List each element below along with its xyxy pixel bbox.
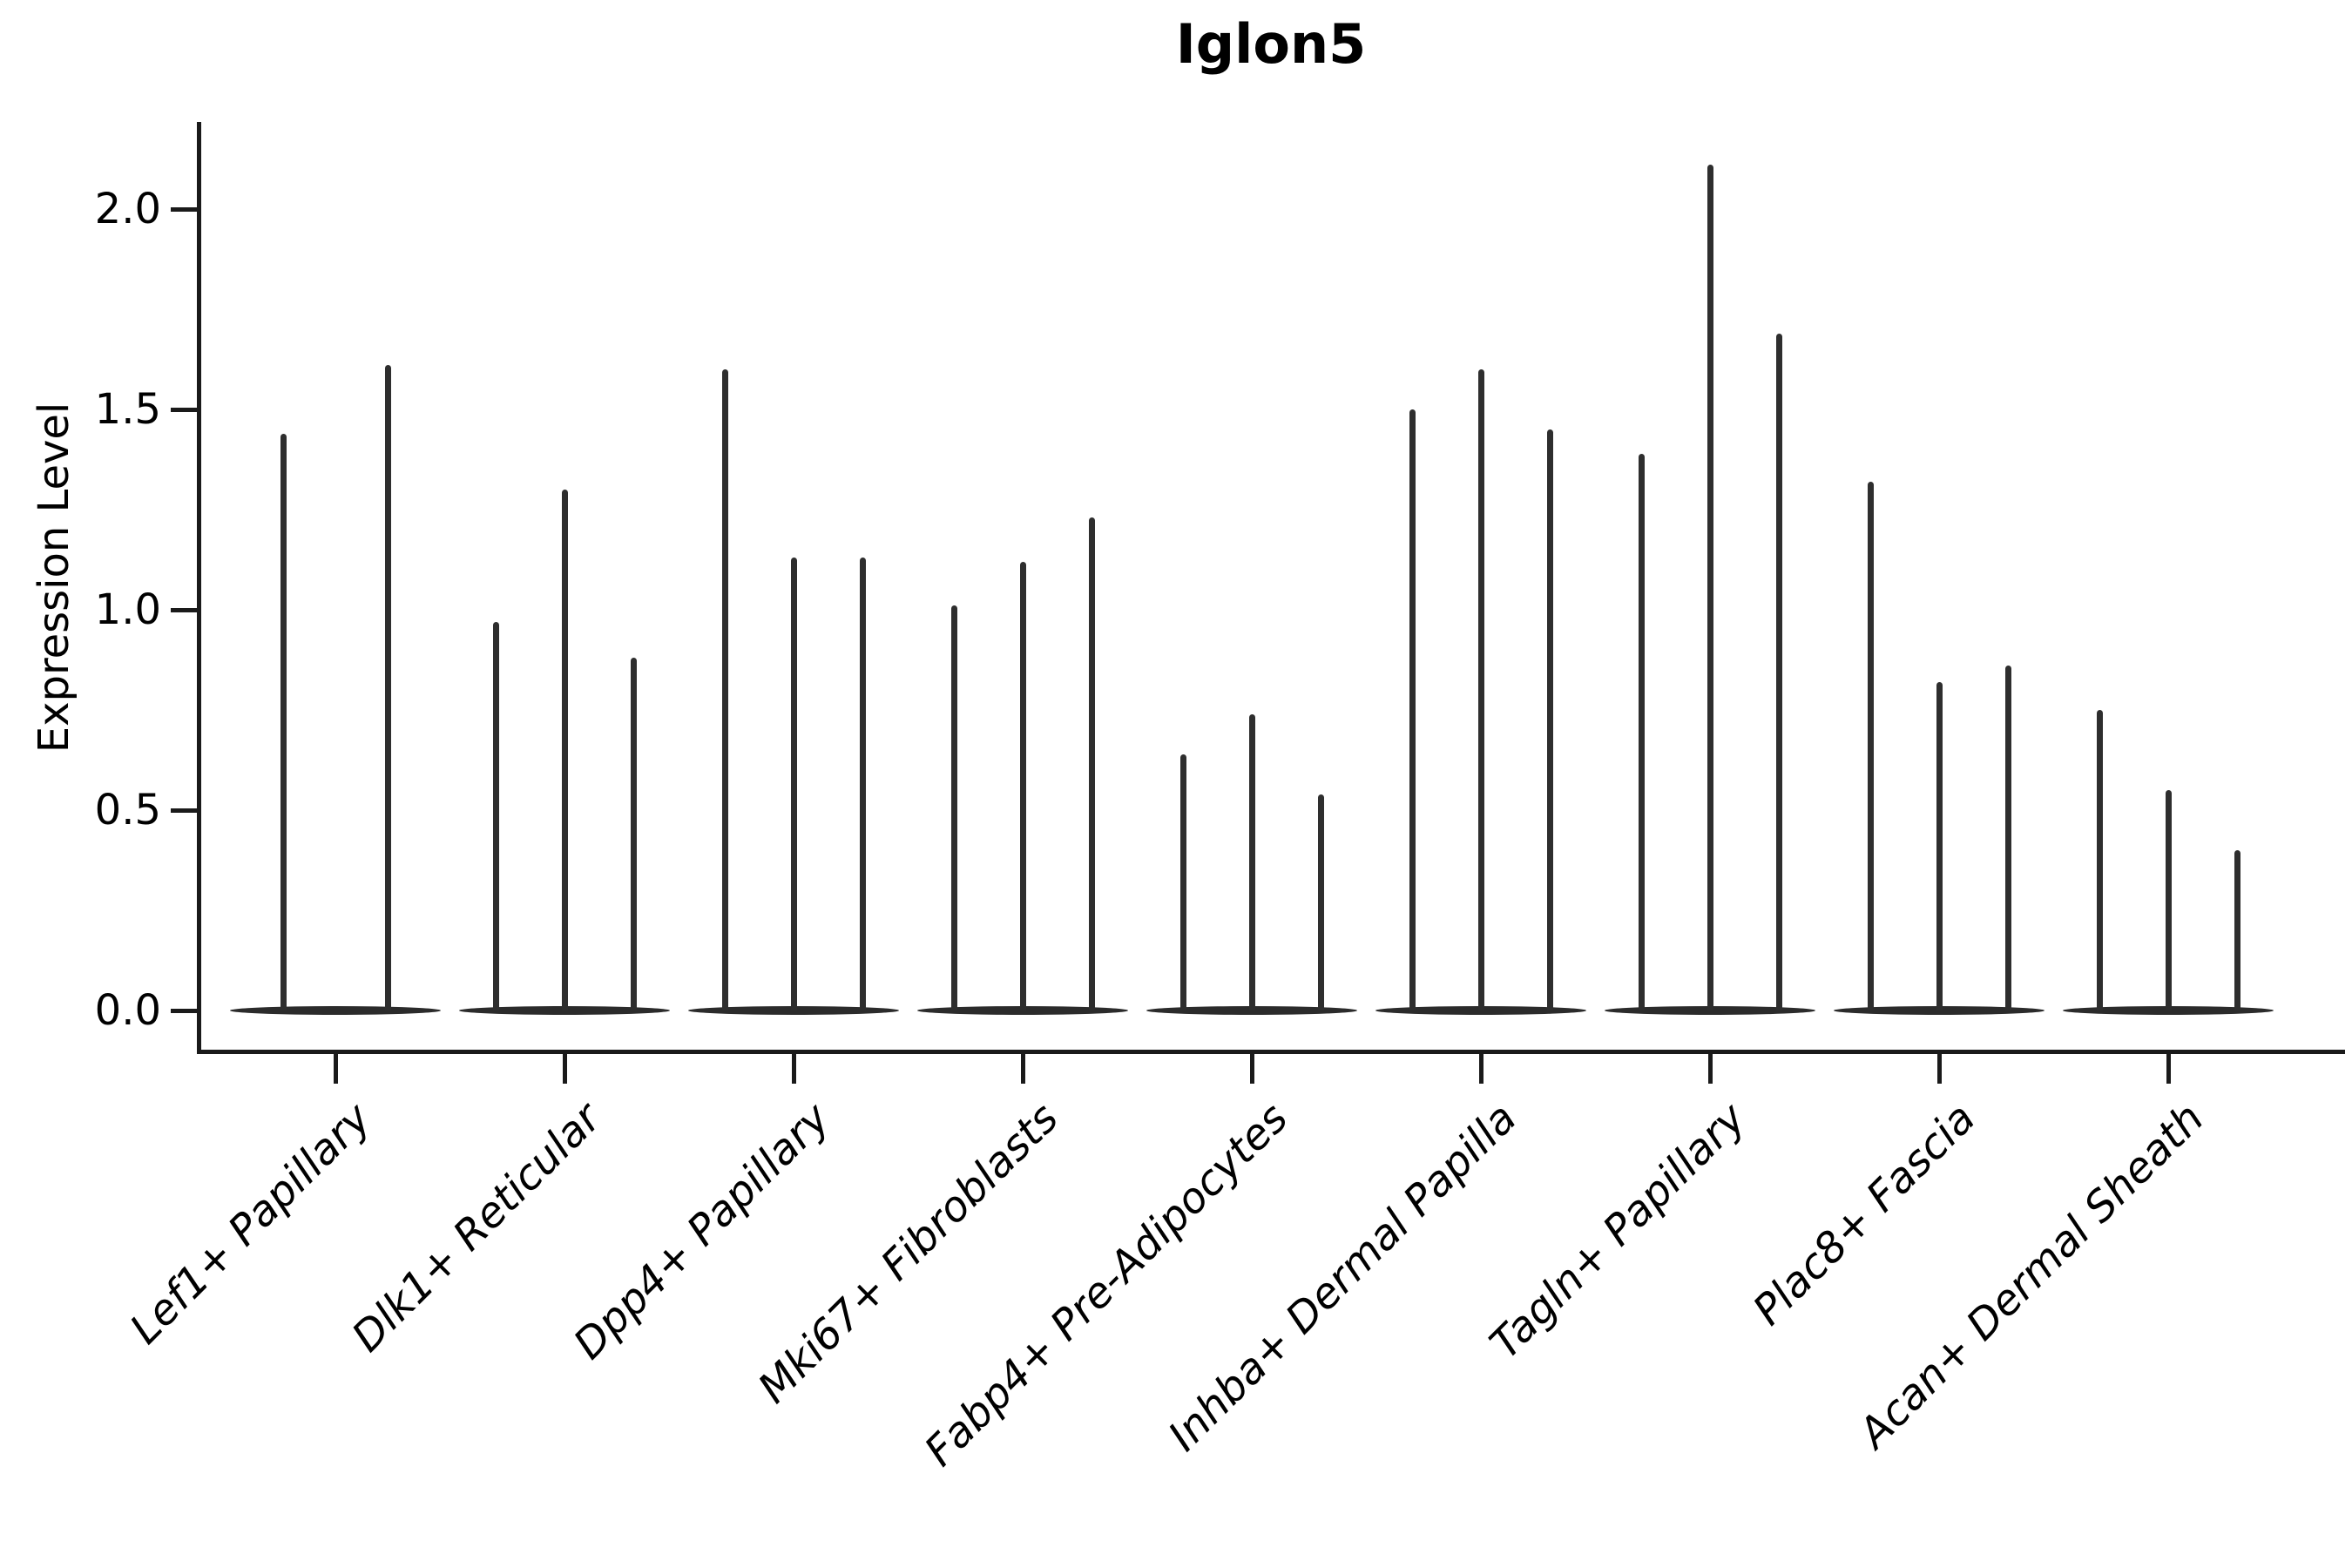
y-tick-label: 0.5: [94, 786, 161, 835]
x-tick: [1937, 1054, 1942, 1084]
x-tick: [2166, 1054, 2171, 1084]
x-tick: [1021, 1054, 1025, 1084]
x-tick-label: Fabp4+ Pre-Adipocytes: [915, 1093, 1298, 1477]
violin-spike: [790, 558, 797, 1010]
x-tick: [1479, 1054, 1484, 1084]
violin-baseline: [1605, 1006, 1815, 1015]
violin-spike: [492, 621, 499, 1010]
violin-spike: [1088, 517, 1095, 1010]
violin-baseline: [1834, 1006, 2044, 1015]
violin-spike: [630, 658, 637, 1010]
chart-title: Iglon5: [1175, 12, 1367, 76]
violin-spike: [1317, 794, 1324, 1010]
y-tick: [171, 808, 197, 813]
x-tick: [334, 1054, 338, 1084]
y-tick: [171, 408, 197, 412]
y-tick: [171, 1009, 197, 1013]
x-tick-label: Tagln+ Papillary: [1480, 1093, 1756, 1369]
violin-spike: [1409, 409, 1416, 1010]
y-tick-label: 0.0: [94, 986, 161, 1035]
x-tick-label: Dlk1+ Reticular: [341, 1093, 611, 1362]
violin-spike: [2004, 666, 2011, 1010]
y-tick: [171, 207, 197, 212]
violin-baseline: [1375, 1006, 1586, 1015]
x-tick: [792, 1054, 796, 1084]
violin-baseline: [688, 1006, 899, 1015]
violin-spike: [2165, 790, 2172, 1010]
y-axis-spine: [197, 122, 201, 1054]
y-tick-label: 1.0: [94, 585, 161, 634]
violin-spike: [1936, 681, 1943, 1010]
violin-spike: [280, 433, 287, 1010]
violin-spike: [1707, 165, 1713, 1010]
violin-baseline: [1146, 1006, 1357, 1015]
y-tick-label: 2.0: [94, 185, 161, 233]
violin-spike: [1179, 754, 1186, 1010]
violin-spike: [1019, 561, 1026, 1010]
violin-spike: [561, 490, 568, 1010]
violin-spike: [1477, 369, 1484, 1010]
violin-spike: [2234, 850, 2240, 1010]
y-tick-label: 1.5: [94, 385, 161, 434]
x-axis-spine: [197, 1050, 2345, 1054]
x-tick-label: Lef1+ Papillary: [121, 1093, 382, 1354]
x-tick-label: Plac8+ Fascia: [1743, 1093, 1985, 1335]
violin-baseline: [459, 1006, 670, 1015]
y-axis-label: Expression Level: [30, 402, 78, 754]
violin-spike: [1867, 481, 1874, 1010]
y-tick: [171, 608, 197, 612]
violin-spike: [1775, 333, 1782, 1010]
x-tick: [1250, 1054, 1254, 1084]
violin-spike: [859, 558, 866, 1010]
violin-baseline: [2063, 1006, 2274, 1015]
violin-spike: [2096, 710, 2103, 1010]
x-tick: [563, 1054, 567, 1084]
violin-spike: [1248, 713, 1255, 1010]
violin-spike: [721, 369, 728, 1010]
violin-baseline: [917, 1006, 1128, 1015]
violin-baseline: [230, 1006, 441, 1015]
violin-spike: [384, 365, 391, 1010]
violin-spike: [950, 605, 957, 1010]
violin-spike: [1546, 429, 1553, 1010]
x-tick: [1708, 1054, 1713, 1084]
x-tick-label: Dpp4+ Papillary: [564, 1093, 840, 1369]
violin-spike: [1638, 453, 1645, 1010]
